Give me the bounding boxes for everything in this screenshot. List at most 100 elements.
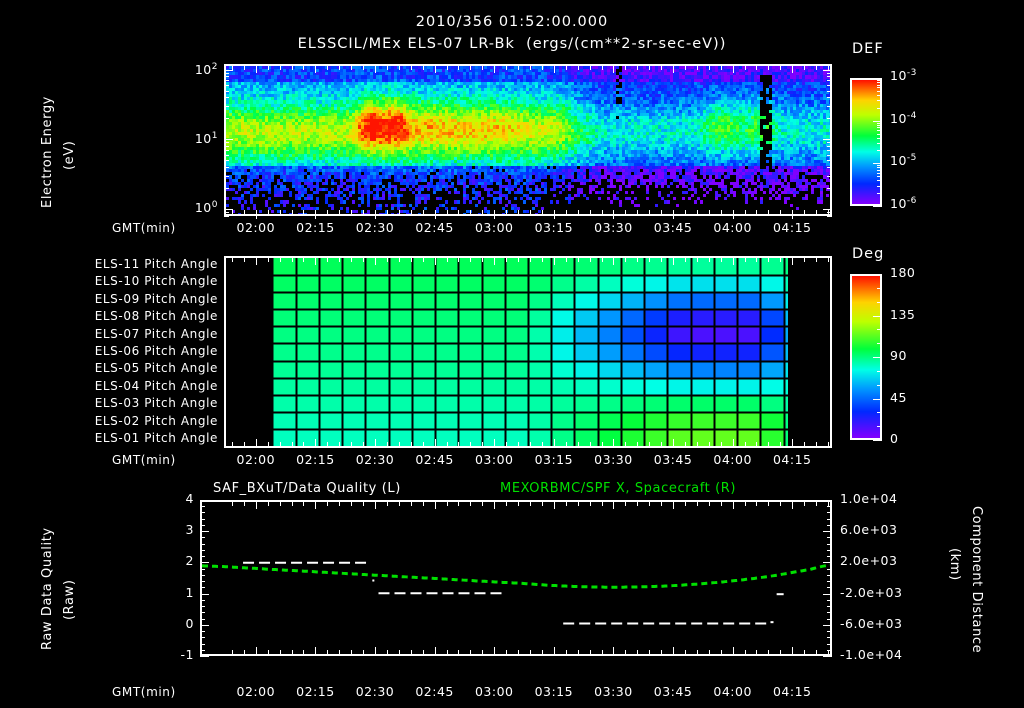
- pitch-x-tick: [375, 256, 376, 265]
- bottom-left-ytick: [200, 581, 205, 582]
- spectrogram-ytick: [224, 139, 233, 140]
- spectrogram-ytick: [827, 160, 832, 161]
- pitch-x-tick: [244, 442, 245, 448]
- spectrogram-x-tick: [482, 64, 483, 70]
- spectrogram-x-tick: [280, 210, 281, 216]
- bottom-right-ytick: [827, 612, 832, 613]
- pitch-xtick-label: 04:00: [713, 452, 752, 467]
- pitch-x-tick: [733, 439, 734, 448]
- pitch-x-tick: [518, 442, 519, 448]
- bottom-left-ytick: [200, 625, 209, 626]
- pitch-x-tick: [303, 256, 304, 262]
- spectrogram-ytick: [827, 118, 832, 119]
- bottom-left-ytick: [200, 594, 209, 595]
- bottom-left-ytick: [200, 562, 209, 563]
- bottom-right-ytick: [823, 594, 832, 595]
- bottom-left-ytick-label: 3: [185, 522, 194, 538]
- pitch-x-tick: [506, 256, 507, 262]
- bottom-x-tick: [590, 500, 591, 506]
- spectrogram-x-tick: [828, 210, 829, 216]
- bottom-left-ytick: [200, 569, 205, 570]
- bottom-x-tick: [339, 500, 340, 506]
- bottom-x-tick: [542, 500, 543, 506]
- pitch-x-tick: [375, 439, 376, 448]
- spectrogram-ytick: [823, 209, 832, 210]
- data-quality-panel: [200, 500, 832, 656]
- spectrogram-ytick: [224, 150, 229, 151]
- def-colorbar-tick: [877, 150, 882, 151]
- pitch-xtick-label: 03:45: [653, 452, 693, 467]
- bottom-right-ytick-label: -6.0e+03: [840, 615, 903, 631]
- pitch-x-tick: [709, 256, 710, 262]
- deg-colorbar-tick: [873, 440, 882, 441]
- def-colorbar-tick: [877, 87, 882, 88]
- pitch-x-tick: [494, 256, 495, 265]
- spectrogram-x-tick: [780, 64, 781, 70]
- pitch-x-tick: [327, 256, 328, 262]
- bottom-right-ytick: [827, 637, 832, 638]
- pitch-x-tick: [232, 256, 233, 262]
- bottom-x-tick: [268, 650, 269, 656]
- pitch-x-tick: [828, 442, 829, 448]
- bottom-x-tick: [804, 500, 805, 506]
- bottom-x-tick: [470, 650, 471, 656]
- bottom-x-tick: [435, 647, 436, 656]
- bottom-x-tick: [685, 650, 686, 656]
- pitch-x-tick: [423, 256, 424, 262]
- pitch-x-tick: [256, 439, 257, 448]
- bottom-x-tick: [768, 500, 769, 506]
- pitch-x-tick: [685, 442, 686, 448]
- spectrogram-x-tick: [578, 210, 579, 216]
- pitch-x-tick: [625, 256, 626, 262]
- def-colorbar-gradient: [852, 80, 880, 204]
- spectrogram-ytick: [224, 70, 233, 71]
- pitch-angle-panel: [224, 256, 832, 448]
- spectrogram-ytick-label: 101: [194, 131, 218, 147]
- deg-colorbar-tick: [877, 385, 882, 386]
- spectrogram-ytick: [224, 118, 229, 119]
- pitch-angle-row-label: ELS-01 Pitch Angle: [94, 431, 218, 446]
- spectrogram-x-tick: [590, 64, 591, 70]
- bottom-x-tick: [756, 500, 757, 506]
- spectrogram-x-tick: [709, 210, 710, 216]
- pitch-x-tick: [280, 256, 281, 262]
- pitch-xtick-label: 03:15: [534, 452, 574, 467]
- pitch-x-tick: [327, 442, 328, 448]
- spectrogram-ytick: [827, 188, 832, 189]
- bottom-x-tick: [792, 500, 793, 509]
- spectrogram-ytick: [224, 146, 229, 147]
- pitch-x-tick: [482, 256, 483, 262]
- deg-colorbar-tick: [873, 357, 882, 358]
- bottom-right-ytick: [823, 531, 832, 532]
- spectrogram-x-tick: [375, 210, 376, 219]
- spectrogram-ytick: [224, 212, 229, 213]
- pitch-x-tick: [292, 442, 293, 448]
- bottom-xtick-label: 03:30: [594, 684, 633, 699]
- spectrogram-x-tick: [745, 64, 746, 70]
- pitch-x-tick: [470, 442, 471, 448]
- spectrogram-x-tick: [494, 210, 495, 219]
- spectrogram-ytick: [224, 209, 233, 210]
- bottom-x-tick: [792, 647, 793, 656]
- spectrogram-x-tick: [494, 64, 495, 73]
- bottom-x-tick: [375, 500, 376, 509]
- spectrogram-x-tick: [256, 210, 257, 219]
- deg-colorbar-tick: [877, 288, 882, 289]
- pitch-x-tick: [697, 256, 698, 262]
- pitch-x-tick: [542, 442, 543, 448]
- bottom-x-tick: [637, 500, 638, 506]
- pitch-x-tick: [423, 442, 424, 448]
- bottom-x-tick: [280, 500, 281, 506]
- bottom-x-tick: [411, 650, 412, 656]
- spectrogram-x-tick: [685, 64, 686, 70]
- spectrogram-x-tick: [661, 64, 662, 70]
- bottom-ylabel-right-line2: (km): [947, 548, 962, 581]
- bottom-left-ytick: [200, 525, 205, 526]
- spectrogram-x-tick: [292, 64, 293, 70]
- spectrogram-ytick: [224, 167, 229, 168]
- spectrogram-x-tick: [280, 64, 281, 70]
- deg-colorbar-tick: [873, 274, 882, 275]
- spectrogram-x-tick: [518, 64, 519, 70]
- bottom-xtick-label: 03:15: [534, 684, 574, 699]
